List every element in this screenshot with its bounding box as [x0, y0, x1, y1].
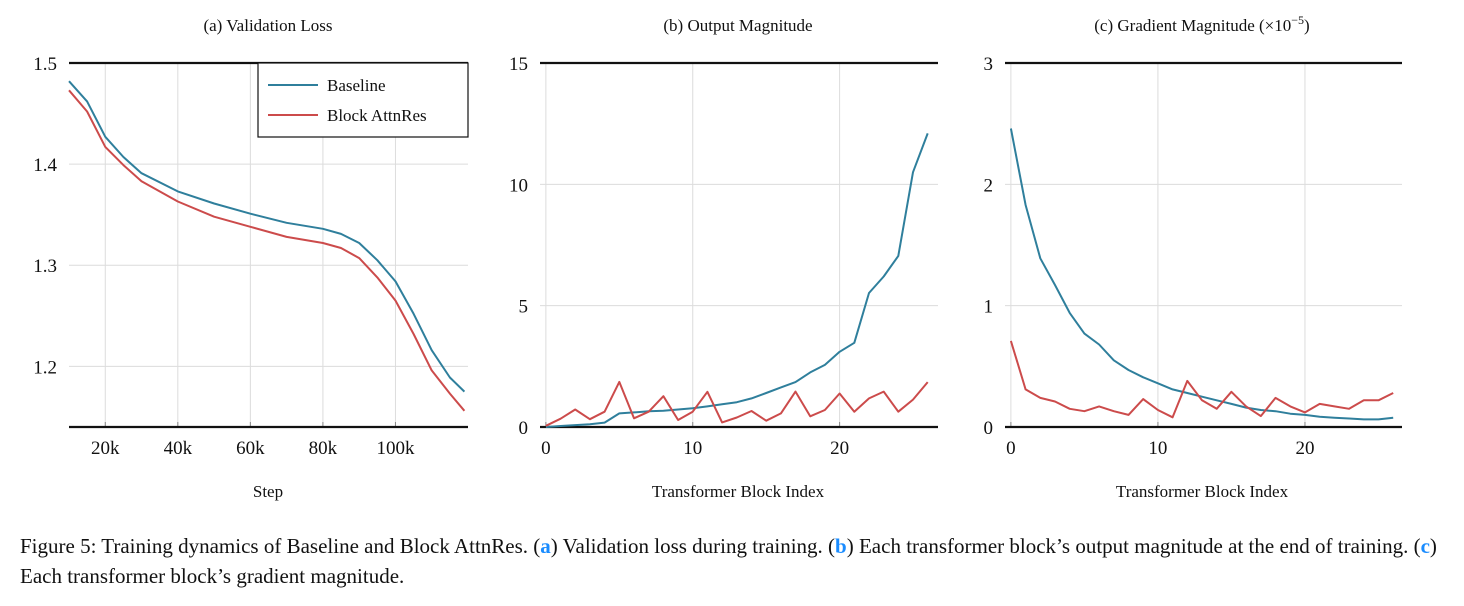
legend-label: Block AttnRes [327, 106, 427, 125]
caption-label-b: b [835, 534, 847, 558]
series-line-block-attnres [545, 380, 929, 427]
y-tick-label: 1.3 [33, 256, 57, 277]
y-tick-label: 1 [984, 297, 994, 318]
chart-panel-b: 0 10 20 0 5 10 15 (b) Output Magnitude Transform… [509, 16, 938, 501]
y-tick-label: 1.2 [33, 357, 57, 378]
x-tick-label: 20k [91, 438, 120, 459]
y-tick-label: 3 [984, 54, 994, 75]
caption-text: ) Each transformer block’s gradient magn… [20, 534, 1437, 588]
caption-text: ) Each transformer block’s output magnit… [846, 534, 1421, 558]
x-axis-label: Step [253, 482, 283, 501]
y-tick-label: 0 [519, 418, 529, 439]
x-axis-label: Transformer Block Index [1116, 482, 1289, 501]
caption-text: ) Validation loss during training. ( [550, 534, 836, 558]
chart-panel-a: 20k 40k 60k 80k 100k 1.2 1.3 1.4 1.5 (a) Validati… [33, 16, 469, 501]
x-tick-label: 60k [236, 438, 265, 459]
chart-panel-c: 0 10 20 0 1 2 3 (c) Gradient Magnitude (×10−5) T… [984, 13, 1402, 501]
series-line-baseline [1009, 128, 1394, 421]
x-tick-label: 10 [1148, 438, 1167, 459]
legend-box [257, 62, 469, 138]
y-tick-label: 10 [509, 175, 528, 196]
title-exponent: −5 [1291, 13, 1304, 27]
x-tick-label: 80k [309, 438, 338, 459]
y-tick-label: 0 [984, 418, 994, 439]
title-suffix: ) [1304, 16, 1310, 35]
x-tick-label: 20 [1295, 438, 1314, 459]
chart-title: (b) Output Magnitude [663, 16, 812, 35]
caption-label-a: a [540, 534, 551, 558]
chart-title: (a) Validation Loss [203, 16, 332, 35]
chart-title: (c) Gradient Magnitude (×10−5) [1094, 13, 1309, 35]
series-line-block-attnres [1009, 340, 1394, 419]
series-line-block-attnres [68, 89, 466, 412]
x-tick-label: 20 [830, 438, 849, 459]
y-tick-label: 1.4 [33, 155, 57, 176]
legend: Baseline Block AttnRes [257, 62, 469, 138]
y-tick-label: 15 [509, 54, 528, 75]
y-tick-label: 5 [519, 297, 529, 318]
y-tick-label: 1.5 [33, 54, 57, 75]
x-tick-label: 100k [376, 438, 415, 459]
x-tick-label: 0 [1006, 438, 1016, 459]
x-axis-label: Transformer Block Index [652, 482, 825, 501]
figure-caption: Figure 5: Training dynamics of Baseline … [20, 531, 1450, 591]
x-tick-label: 40k [164, 438, 193, 459]
legend-label: Baseline [327, 76, 386, 95]
y-tick-label: 2 [984, 175, 994, 196]
series-line-baseline [545, 133, 929, 428]
caption-text: Figure 5: Training dynamics of Baseline … [20, 534, 541, 558]
x-tick-label: 0 [541, 438, 551, 459]
caption-label-c: c [1420, 534, 1430, 558]
x-tick-label: 10 [683, 438, 702, 459]
series-line-baseline [68, 80, 466, 393]
